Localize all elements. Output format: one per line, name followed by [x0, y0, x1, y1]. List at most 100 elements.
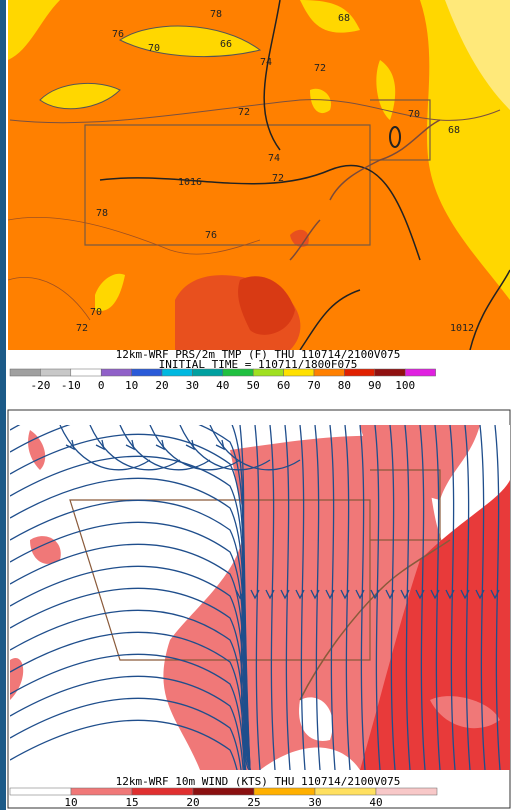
- colorbar-swatch: [252, 368, 284, 377]
- streamline: [449, 425, 456, 770]
- streamline: [59, 425, 151, 471]
- streamline-arrow: [125, 439, 135, 451]
- colorbar-swatch: [192, 368, 224, 377]
- colorbar-label: 25: [247, 796, 260, 809]
- colorbar-swatch: [313, 368, 345, 377]
- contour-label: 1016: [178, 177, 202, 188]
- streamline-arrow: [215, 439, 225, 451]
- colorbar-swatch: [344, 368, 376, 377]
- contour-label: 72: [76, 323, 88, 334]
- colorbar: 10 15 20 25 30 40: [9, 787, 438, 809]
- streamline-arrow: [155, 439, 165, 451]
- colorbar-label: 40: [216, 379, 229, 392]
- streamline: [10, 653, 250, 770]
- streamline: [10, 587, 251, 770]
- contour-label: 76: [112, 29, 124, 40]
- colorbar-label: 10: [125, 379, 138, 392]
- streamline-arrow: [280, 589, 290, 600]
- colorbar-swatch: [192, 787, 255, 796]
- streamline: [209, 425, 301, 471]
- streamline: [344, 425, 351, 770]
- streamline: [299, 425, 306, 770]
- streamline: [10, 675, 250, 770]
- map-caption: 12km-WRF PRS/2m TMP (F) THU 110714/2100V…: [116, 348, 401, 361]
- streamline: [389, 425, 396, 770]
- wind-map: [10, 425, 510, 770]
- streamline: [404, 425, 411, 770]
- contour-label: 78: [96, 208, 108, 219]
- streamline: [479, 425, 486, 770]
- streamline: [464, 425, 471, 770]
- streamline-arrow: [460, 589, 470, 600]
- colorbar-swatch: [9, 368, 41, 377]
- temperature-map: [8, 0, 510, 350]
- streamline-arrow: [295, 589, 305, 600]
- initial-time: INITIAL TIME = 110711/1800F075: [159, 358, 358, 371]
- streamline-arrow: [95, 439, 105, 451]
- streamline-arrow: [490, 589, 500, 600]
- colorbar-label: 10: [64, 796, 77, 809]
- streamline: [494, 425, 501, 770]
- colorbar-swatch: [131, 787, 194, 796]
- streamline: [10, 609, 251, 770]
- colorbar-label: 15: [125, 796, 138, 809]
- colorbar-label: 80: [338, 379, 351, 392]
- contour-label: 74: [260, 57, 272, 68]
- streamline-arrow: [65, 439, 75, 451]
- colorbar-label: 50: [247, 379, 260, 392]
- colorbar-label: -10: [61, 379, 81, 392]
- contour-label: 68: [448, 125, 460, 136]
- colorbar-label: 20: [155, 379, 168, 392]
- colorbar-label: 70: [307, 379, 320, 392]
- colorbar-swatch: [9, 787, 72, 796]
- colorbar-label: 100: [395, 379, 415, 392]
- streamline: [10, 697, 250, 770]
- contour-label: 78: [210, 9, 222, 20]
- streamline-arrow: [415, 589, 425, 600]
- streamline-arrow: [185, 439, 195, 451]
- colorbar-label: 30: [186, 379, 199, 392]
- colorbar-swatch: [40, 368, 72, 377]
- streamline-arrow: [355, 589, 365, 600]
- colorbar-swatch: [131, 368, 163, 377]
- contour-label: 70: [90, 307, 102, 318]
- streamline: [314, 425, 321, 770]
- streamline-arrow: [430, 589, 440, 600]
- colorbar-label: 0: [98, 379, 105, 392]
- colorbar-swatch: [253, 787, 316, 796]
- streamline-arrow: [325, 589, 335, 600]
- contour-label: 72: [272, 173, 284, 184]
- streamline: [254, 425, 261, 770]
- streamline-arrow: [310, 589, 320, 600]
- colorbar-swatch: [222, 368, 254, 377]
- streamline: [419, 425, 426, 770]
- contour-label: 74: [268, 153, 280, 164]
- streamline: [149, 425, 241, 471]
- streamline: [359, 425, 366, 770]
- streamline: [119, 425, 211, 471]
- colorbar-swatch: [100, 368, 132, 377]
- colorbar-swatch: [283, 368, 315, 377]
- streamline-arrow: [340, 589, 350, 600]
- colorbar-label: 40: [369, 796, 382, 809]
- streamline-arrow: [265, 589, 275, 600]
- streamline: [269, 425, 276, 770]
- colorbar-label: 60: [277, 379, 290, 392]
- contour-label: 1012: [450, 323, 474, 334]
- colorbar-label: -20: [30, 379, 50, 392]
- streamline: [10, 719, 250, 770]
- colorbar-swatch: [314, 787, 377, 796]
- colorbar-swatch: [161, 368, 193, 377]
- streamline-arrow: [385, 589, 395, 600]
- colorbar-label: 90: [368, 379, 381, 392]
- streamline: [434, 425, 441, 770]
- side-strip: [0, 0, 6, 810]
- streamline: [179, 425, 271, 471]
- contour-label: 70: [148, 43, 160, 54]
- contour-label: 72: [314, 63, 326, 74]
- streamline: [374, 425, 381, 770]
- contour-label: 68: [338, 13, 350, 24]
- streamline: [284, 425, 291, 770]
- map-caption: 12km-WRF 10m WIND (KTS) THU 110714/2100V…: [116, 775, 401, 788]
